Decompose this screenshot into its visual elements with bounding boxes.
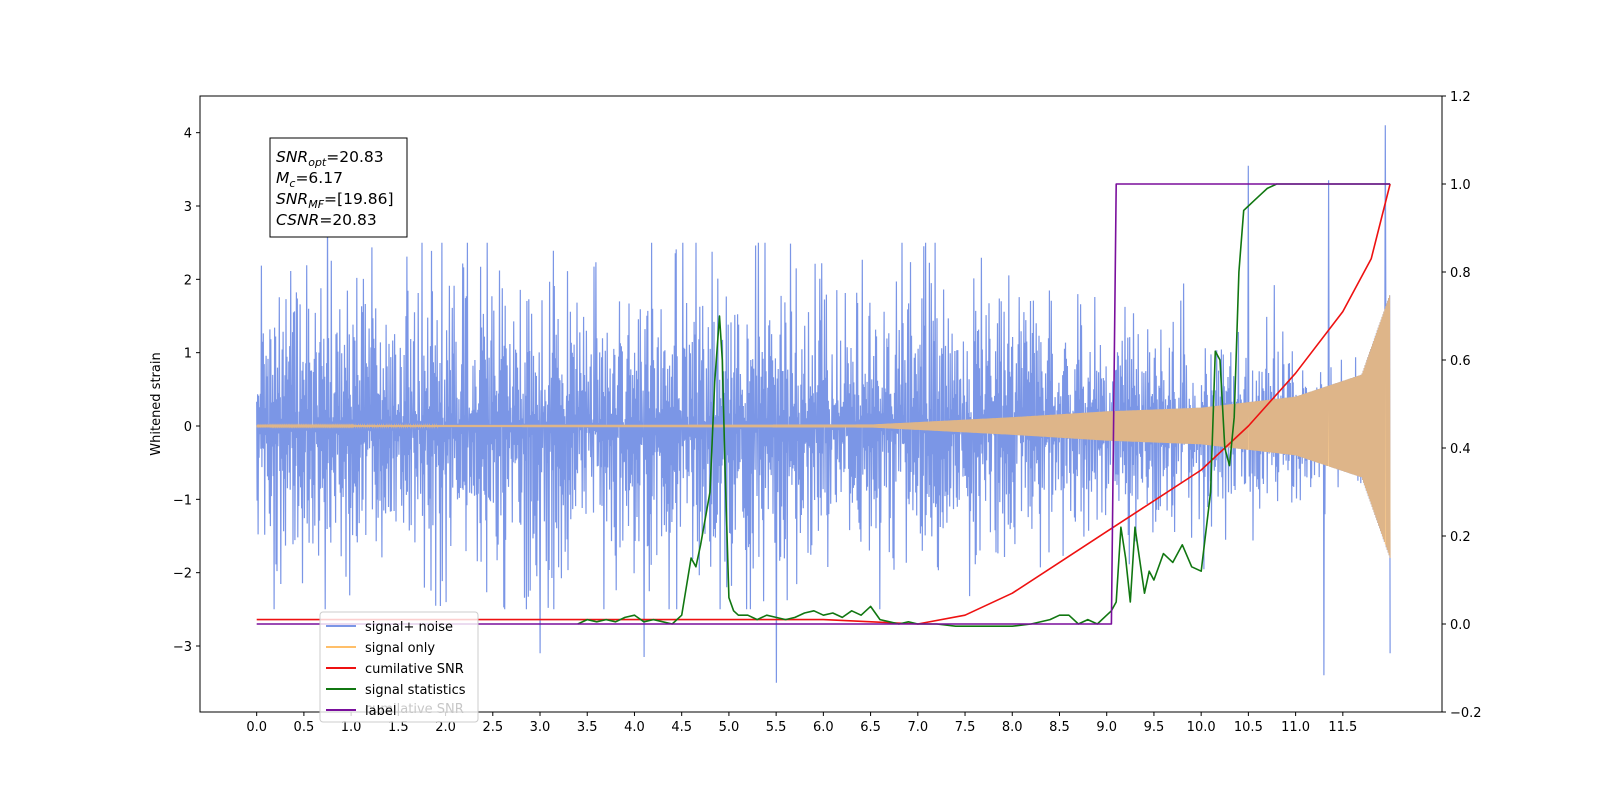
x-tick-label: 1.5: [388, 720, 409, 735]
plot-frame: [199, 95, 1443, 713]
x-tick-label: 3.5: [577, 720, 598, 735]
x-tick-label: 5.5: [766, 720, 787, 735]
x-tick-label: 2.0: [435, 720, 456, 735]
x-tick-label: 10.5: [1234, 720, 1263, 735]
x-tick-label: 6.0: [813, 720, 834, 735]
series-line: [256, 183, 1391, 625]
y-right-tick-label: 0.2: [1450, 530, 1471, 545]
y-right-tick-label: 0.6: [1450, 354, 1471, 369]
x-tick-label: 9.0: [1096, 720, 1117, 735]
series-line: [256, 295, 1391, 559]
x-tick-label: 3.0: [530, 720, 551, 735]
series-line: [256, 125, 1391, 683]
x-tick-label: 11.5: [1328, 720, 1357, 735]
legend-label: label: [365, 704, 396, 719]
x-tick-label: 5.0: [719, 720, 740, 735]
x-tick-label: 4.0: [624, 720, 645, 735]
annotation-box: SNRopt=20.83 Mc=6.17 SNRMF=[19.86] CSNR=20.…: [269, 137, 408, 238]
y-left-tick-label: 4: [184, 127, 192, 142]
y-left-tick-label: 2: [184, 273, 192, 288]
x-tick-label: 11.0: [1281, 720, 1310, 735]
y-left-tick-label: 0: [184, 420, 192, 435]
x-tick-label: 2.5: [482, 720, 503, 735]
legend: cumilative SNR signal+ noise signal only c…: [319, 611, 479, 723]
annotation-line: SNR: [276, 190, 308, 208]
x-tick-label: 6.5: [860, 720, 881, 735]
x-tick-label: 7.0: [907, 720, 928, 735]
y-left-tick-label: 3: [184, 200, 192, 215]
y-right-tick-label: 0.0: [1450, 618, 1471, 633]
y-left-tick-label: −2: [173, 567, 192, 582]
legend-label: signal only: [365, 641, 435, 656]
y-axis-label: Whitened strain: [149, 352, 164, 455]
y-right-tick-label: 0.4: [1450, 442, 1471, 457]
x-tick-label: 8.0: [1002, 720, 1023, 735]
y-axis-right: −0.2 0.0 0.2 0.4 0.6 0.8 1.0 1.2: [1442, 90, 1482, 721]
annotation-line: CSNR: [276, 211, 319, 229]
y-right-tick-label: 0.8: [1450, 266, 1471, 281]
x-tick-label: 0.0: [246, 720, 267, 735]
x-tick-label: 8.5: [1049, 720, 1070, 735]
x-tick-label: 9.5: [1144, 720, 1165, 735]
y-right-tick-label: −0.2: [1450, 706, 1482, 721]
x-tick-label: 10.0: [1187, 720, 1216, 735]
x-tick-label: 1.0: [341, 720, 362, 735]
legend-hidden-text: cumilative SNR: [365, 702, 464, 717]
annotation-line: SNR: [276, 148, 308, 166]
y-left-tick-label: −3: [173, 640, 192, 655]
annotation-line: M: [276, 169, 289, 187]
legend-label: signal statistics: [365, 683, 466, 698]
y-right-tick-label: 1.0: [1450, 178, 1471, 193]
x-tick-label: 4.5: [671, 720, 692, 735]
y-left-tick-label: 1: [184, 347, 192, 362]
y-axis-left: −3 −2 −1 0 1 2 3 4: [173, 127, 200, 655]
x-axis: 0.0 0.5 1.0 1.5 2.0 2.5 3.0 3.5 4.0 4.5 5.0 5.5 6.0 6…: [246, 712, 1357, 735]
legend-label: signal+ noise: [365, 620, 453, 635]
series-layer: [256, 125, 1391, 683]
y-left-tick-label: −1: [173, 493, 192, 508]
legend-label: cumilative SNR: [365, 662, 464, 677]
series-line: [577, 183, 1391, 627]
y-right-tick-label: 1.2: [1450, 90, 1471, 105]
x-tick-label: 0.5: [294, 720, 315, 735]
series-line: [256, 183, 1391, 625]
x-tick-label: 7.5: [955, 720, 976, 735]
